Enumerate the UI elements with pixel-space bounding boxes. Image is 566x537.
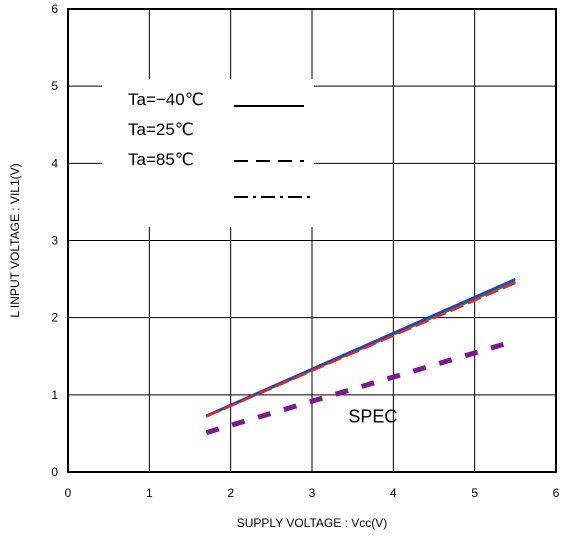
y-tick-label: 3 bbox=[51, 234, 58, 248]
legend-entry-0: Ta=−40℃ bbox=[128, 90, 204, 109]
legend-entry-1: Ta=25℃ bbox=[128, 120, 194, 139]
legend-box bbox=[102, 79, 314, 227]
legend-entry-2: Ta=85℃ bbox=[128, 150, 194, 169]
tick-labels: 0 1 2 3 4 5 6 0 1 2 3 4 5 6 bbox=[51, 2, 559, 500]
x-axis-label: SUPPLY VOLTAGE : Vcc(V) bbox=[237, 516, 388, 530]
y-axis-label: L INPUT VOLTAGE : VIL1(V) bbox=[8, 163, 22, 317]
x-tick-label: 5 bbox=[471, 486, 478, 500]
x-tick-label: 6 bbox=[553, 486, 560, 500]
series-line-0 bbox=[205, 277, 516, 417]
x-tick-label: 1 bbox=[146, 486, 153, 500]
y-tick-label: 1 bbox=[51, 388, 58, 402]
plot-frame bbox=[67, 8, 557, 473]
y-tick-label: 5 bbox=[51, 79, 58, 93]
y-tick-label: 4 bbox=[51, 156, 58, 170]
x-tick-label: 3 bbox=[309, 486, 316, 500]
y-tick-label: 6 bbox=[51, 2, 58, 16]
legend: Ta=−40℃ Ta=25℃ Ta=85℃ bbox=[102, 79, 314, 227]
y-tick-label: 0 bbox=[51, 465, 58, 479]
x-tick-label: 0 bbox=[65, 486, 72, 500]
x-tick-label: 2 bbox=[227, 486, 234, 500]
spec-annotation: SPEC bbox=[348, 407, 397, 427]
series-group bbox=[205, 277, 517, 436]
x-tick-label: 4 bbox=[390, 486, 397, 500]
y-tick-label: 2 bbox=[51, 311, 58, 325]
